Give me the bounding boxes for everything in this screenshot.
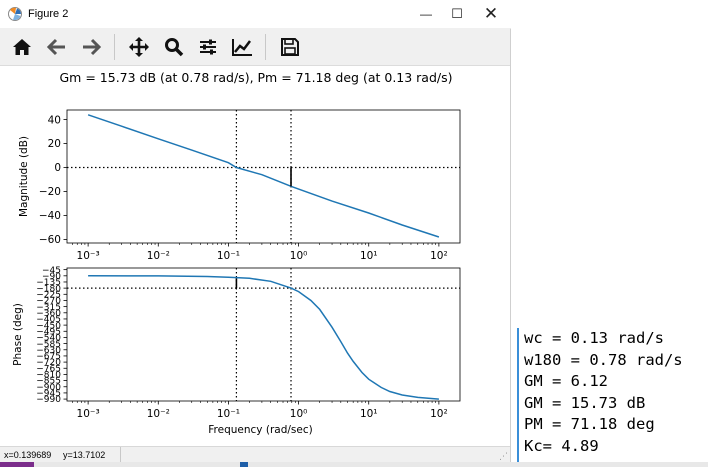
magnifier-icon <box>165 38 184 57</box>
taskbar-indicator <box>0 462 34 467</box>
ytick-label: −270 <box>36 297 61 307</box>
magnitude-curve <box>87 114 440 238</box>
arrow-right-icon <box>83 38 101 56</box>
bode-plot[interactable]: Gm = 15.73 dB (at 0.78 rad/s), Pm = 71.1… <box>0 66 510 446</box>
xtick-label: 10¹ <box>360 250 378 262</box>
ytick-label: −495 <box>36 327 61 337</box>
maximize-button[interactable]: ☐ <box>451 6 463 21</box>
console-output: wc = 0.13 rad/s w180 = 0.78 rad/s GM = 6… <box>517 328 708 462</box>
xtick-label: 10⁻² <box>147 250 170 262</box>
frequency-xlabel: Frequency (rad/sec) <box>208 424 312 436</box>
xtick-label: 10⁻² <box>147 408 170 420</box>
xtick-label: 10² <box>430 408 448 420</box>
console-line: GM = 6.12 <box>524 372 608 390</box>
ytick-label: −630 <box>36 346 61 356</box>
window-title: Figure 2 <box>28 8 69 20</box>
ytick-label: −945 <box>36 389 61 399</box>
magnitude-axes-frame <box>66 109 461 244</box>
ytick-label: −405 <box>36 315 61 325</box>
ytick-label: 20 <box>48 138 61 150</box>
ytick-label: −900 <box>36 383 61 393</box>
ytick-label: −540 <box>36 334 61 344</box>
xtick-label: 10² <box>430 250 448 262</box>
move-icon <box>129 37 149 57</box>
matplotlib-logo-icon <box>8 7 22 21</box>
ytick-label: −450 <box>36 321 61 331</box>
xtick-label: 10¹ <box>360 408 378 420</box>
resize-grip-icon[interactable]: ⋰ <box>499 451 508 461</box>
figure-window: Figure 2 — ☐ ✕ <box>0 0 511 463</box>
back-button[interactable] <box>43 33 71 61</box>
axes-button[interactable] <box>228 33 256 61</box>
floppy-disk-icon <box>281 38 299 56</box>
ytick-label: −765 <box>36 364 61 374</box>
save-button[interactable] <box>276 33 304 61</box>
phase-axes-frame <box>66 267 461 402</box>
title-bar[interactable]: Figure 2 — ☐ ✕ <box>0 0 511 29</box>
sliders-icon <box>200 39 216 55</box>
ytick-label: 40 <box>48 114 61 126</box>
xtick-label: 10⁰ <box>290 250 308 262</box>
xtick-label: 10⁻¹ <box>217 408 240 420</box>
console-line: w180 = 0.78 rad/s <box>524 350 683 369</box>
minimize-button[interactable]: — <box>420 7 432 21</box>
ytick-label: −720 <box>36 358 61 368</box>
console-line: Kc= 4.89 <box>524 436 599 455</box>
line-chart-icon <box>232 39 252 56</box>
ytick-label: −990 <box>36 395 61 405</box>
xtick-label: 10⁻¹ <box>217 250 240 262</box>
phase-axes: Phase (deg) Frequency (rad/sec) −45−90−1… <box>12 266 461 436</box>
ytick-label: −180 <box>36 284 61 294</box>
ytick-label: −135 <box>36 278 61 288</box>
magnitude-xticks: 10⁻³ 10⁻² 10⁻¹ 10⁰ 10¹ 10² <box>72 243 448 262</box>
cursor-y-readout: y=13.7102 <box>63 450 106 460</box>
close-button[interactable]: ✕ <box>483 4 499 23</box>
figure-title: Gm = 15.73 dB (at 0.78 rad/s), Pm = 71.1… <box>60 70 453 85</box>
zoom-button[interactable] <box>160 33 188 61</box>
ytick-label: −810 <box>36 371 61 381</box>
taskbar-strip <box>0 462 708 467</box>
magnitude-yticks: 40 20 0 −20 −40 −60 <box>39 114 67 246</box>
taskbar-indicator <box>240 462 248 467</box>
arrow-left-icon <box>47 38 65 56</box>
ytick-label: −90 <box>42 272 61 282</box>
status-divider <box>120 447 121 463</box>
xtick-label: 10⁻³ <box>77 408 100 420</box>
ytick-label: −315 <box>36 303 61 313</box>
ytick-label: −585 <box>36 340 61 350</box>
status-bar: x=0.139689 y=13.7102 ⋰ <box>0 446 510 463</box>
console-line: PM = 71.18 deg <box>524 415 655 433</box>
home-button[interactable] <box>8 33 36 61</box>
ytick-label: −225 <box>36 290 61 300</box>
ytick-label: −40 <box>39 210 61 222</box>
ytick-label: −20 <box>39 186 61 198</box>
ytick-label: −675 <box>36 352 61 362</box>
subplots-button[interactable] <box>194 33 222 61</box>
ytick-label: −45 <box>42 266 61 276</box>
phase-xticks: 10⁻³ 10⁻² 10⁻¹ 10⁰ 10¹ 10² <box>72 401 448 420</box>
cursor-x-readout: x=0.139689 <box>4 450 52 460</box>
forward-button[interactable] <box>77 33 105 61</box>
navigation-toolbar <box>0 28 510 66</box>
xtick-label: 10⁰ <box>290 408 308 420</box>
ytick-label: −60 <box>39 234 61 246</box>
phase-ylabel: Phase (deg) <box>12 303 24 366</box>
magnitude-ylabel: Magnitude (dB) <box>18 136 30 217</box>
phase-yticks: −45−90−135−180−225−270−315−360−405−450−4… <box>36 266 67 405</box>
console-line: GM = 15.73 dB <box>524 393 646 412</box>
figure-canvas[interactable]: Gm = 15.73 dB (at 0.78 rad/s), Pm = 71.1… <box>0 66 510 446</box>
xtick-label: 10⁻³ <box>77 250 100 262</box>
home-icon <box>13 39 31 55</box>
pan-button[interactable] <box>125 33 153 61</box>
phase-curve <box>88 275 439 400</box>
console-line: wc = 0.13 rad/s <box>524 329 664 347</box>
toolbar-separator <box>114 34 115 60</box>
ytick-label: −855 <box>36 377 61 387</box>
toolbar-separator <box>265 34 266 60</box>
ytick-label: 0 <box>54 162 61 174</box>
ytick-label: −360 <box>36 309 61 319</box>
